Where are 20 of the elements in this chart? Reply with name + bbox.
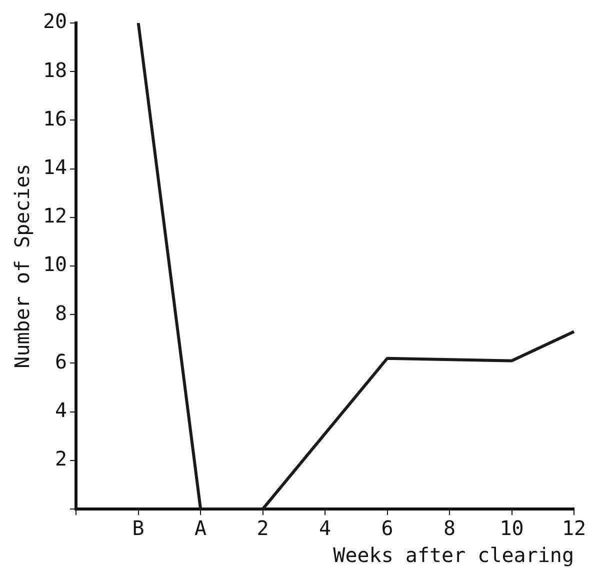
y-tick-label: 12 bbox=[42, 204, 68, 228]
x-tick-label: 6 bbox=[381, 516, 394, 540]
y-tick-label: 10 bbox=[42, 252, 68, 276]
x-tick-label: A bbox=[194, 516, 207, 540]
y-tick-label: 20 bbox=[42, 9, 68, 34]
y-tick-label: 2 bbox=[55, 446, 68, 471]
y-tick-label: 4 bbox=[55, 398, 68, 422]
y-tick-label: 16 bbox=[42, 106, 68, 130]
x-tick-label: 2 bbox=[256, 516, 269, 540]
x-axis-title: Weeks after clearing bbox=[333, 543, 574, 568]
y-tick-label: 8 bbox=[55, 300, 68, 325]
x-tick-label: 8 bbox=[443, 516, 456, 540]
y-tick-label: 18 bbox=[42, 58, 68, 82]
x-tick-label: 10 bbox=[500, 516, 524, 540]
x-tick-label: 12 bbox=[562, 516, 586, 540]
y-tick-label: 6 bbox=[55, 349, 68, 374]
y-tick-label: 14 bbox=[42, 155, 68, 180]
x-tick-label: B bbox=[132, 516, 144, 540]
y-axis-title: Number of Species bbox=[10, 164, 34, 368]
x-tick-label: 4 bbox=[319, 516, 332, 540]
